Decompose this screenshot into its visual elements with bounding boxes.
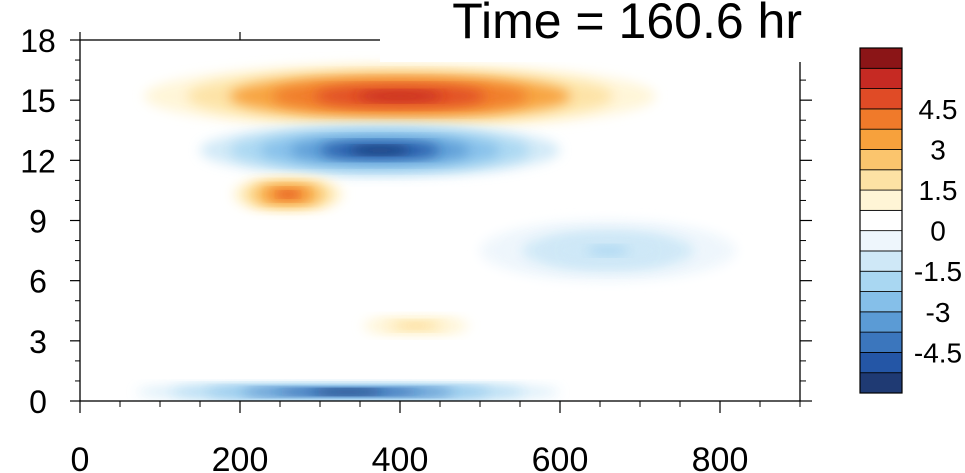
- colorbar-swatch: [859, 108, 903, 130]
- colorbar-swatch: [859, 352, 903, 374]
- field-feature-0: [144, 64, 656, 129]
- colorbar-label: 3: [930, 134, 946, 165]
- colorbar-swatch: [859, 209, 903, 232]
- field-feature-2: [232, 176, 344, 213]
- x-tick-label: 400: [372, 441, 429, 473]
- colorbar-swatch: [859, 230, 903, 252]
- field-layer: [136, 64, 736, 401]
- colorbar-label: 0: [930, 216, 946, 247]
- colorbar-frame: [859, 47, 903, 394]
- field-contour: [402, 322, 430, 329]
- y-axis: 0 3 6 9 12 15 18: [20, 23, 812, 420]
- colorbar-label: 1.5: [919, 175, 958, 206]
- colorbar-label: -4.5: [914, 337, 962, 368]
- field-contour: [350, 145, 410, 155]
- y-tick-label: 3: [29, 324, 47, 360]
- x-axis: 0 200 400 600 800: [71, 32, 801, 473]
- y-tick-label: 15: [20, 83, 56, 119]
- colorbar-swatch: [859, 128, 903, 150]
- field-contour: [586, 245, 630, 256]
- colorbar-swatch: [859, 169, 903, 191]
- field-feature-5: [480, 220, 736, 281]
- field-feature-4: [336, 310, 496, 341]
- y-tick-label: 9: [29, 204, 47, 240]
- colorbar-swatch: [859, 311, 903, 333]
- field-contour: [278, 191, 298, 198]
- colorbar-swatch: [859, 331, 903, 353]
- y-tick-label: 12: [20, 143, 56, 179]
- colorbar-swatch: [859, 189, 903, 211]
- colorbar-swatch: [859, 372, 903, 394]
- colorbar-label: 4.5: [919, 94, 958, 125]
- colorbar-label: -1.5: [914, 256, 962, 287]
- colorbar-swatch: [859, 149, 903, 171]
- field-feature-3: [136, 382, 560, 401]
- title-backdrop: [380, 0, 820, 62]
- colorbar: 4.5 3 1.5 0 -1.5 -3 -4.5: [859, 47, 962, 394]
- colorbar-label: -3: [926, 297, 951, 328]
- field-contour: [312, 388, 384, 395]
- colorbar-swatch: [859, 47, 903, 69]
- y-tick-label: 0: [29, 384, 47, 420]
- y-tick-label: 18: [20, 23, 56, 59]
- colorbar-swatch: [859, 291, 903, 313]
- colorbar-swatch: [859, 250, 903, 272]
- x-tick-label: 200: [212, 441, 269, 473]
- field-feature-1: [200, 124, 560, 177]
- colorbar-swatch: [859, 67, 903, 89]
- y-tick-label: 6: [29, 264, 47, 300]
- chart-title: Time = 160.6 hr: [452, 0, 802, 49]
- x-tick-label: 600: [532, 441, 589, 473]
- field-contour: [357, 90, 443, 102]
- colorbar-swatch: [859, 270, 903, 292]
- x-tick-label: 800: [692, 441, 749, 473]
- colorbar-swatch: [859, 88, 903, 110]
- x-tick-label: 0: [71, 441, 90, 473]
